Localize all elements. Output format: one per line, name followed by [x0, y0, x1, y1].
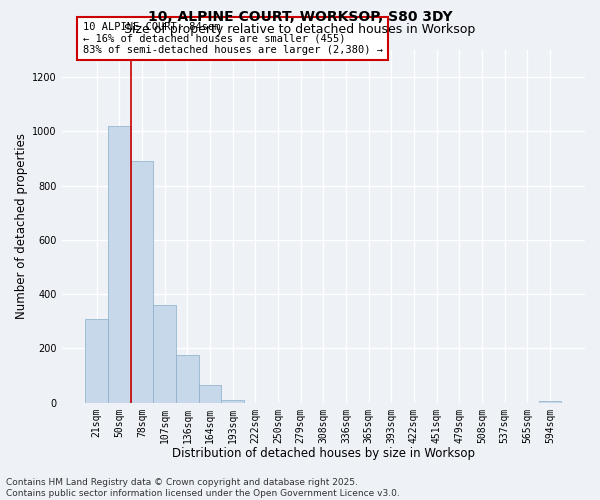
Text: Contains HM Land Registry data © Crown copyright and database right 2025.
Contai: Contains HM Land Registry data © Crown c… [6, 478, 400, 498]
Bar [108, 126, 131, 402]
Bar [85, 318, 108, 402]
Bar [131, 161, 154, 402]
Bar [154, 305, 176, 402]
Text: 10, ALPINE COURT, WORKSOP, S80 3DY: 10, ALPINE COURT, WORKSOP, S80 3DY [148, 10, 452, 24]
X-axis label: Distribution of detached houses by size in Worksop: Distribution of detached houses by size … [172, 447, 475, 460]
Text: Size of property relative to detached houses in Worksop: Size of property relative to detached ho… [124, 22, 476, 36]
Bar [221, 400, 244, 402]
Text: 10 ALPINE COURT: 84sqm
← 16% of detached houses are smaller (455)
83% of semi-de: 10 ALPINE COURT: 84sqm ← 16% of detached… [83, 22, 383, 55]
Bar [176, 355, 199, 403]
Y-axis label: Number of detached properties: Number of detached properties [15, 134, 28, 320]
Bar [199, 385, 221, 402]
